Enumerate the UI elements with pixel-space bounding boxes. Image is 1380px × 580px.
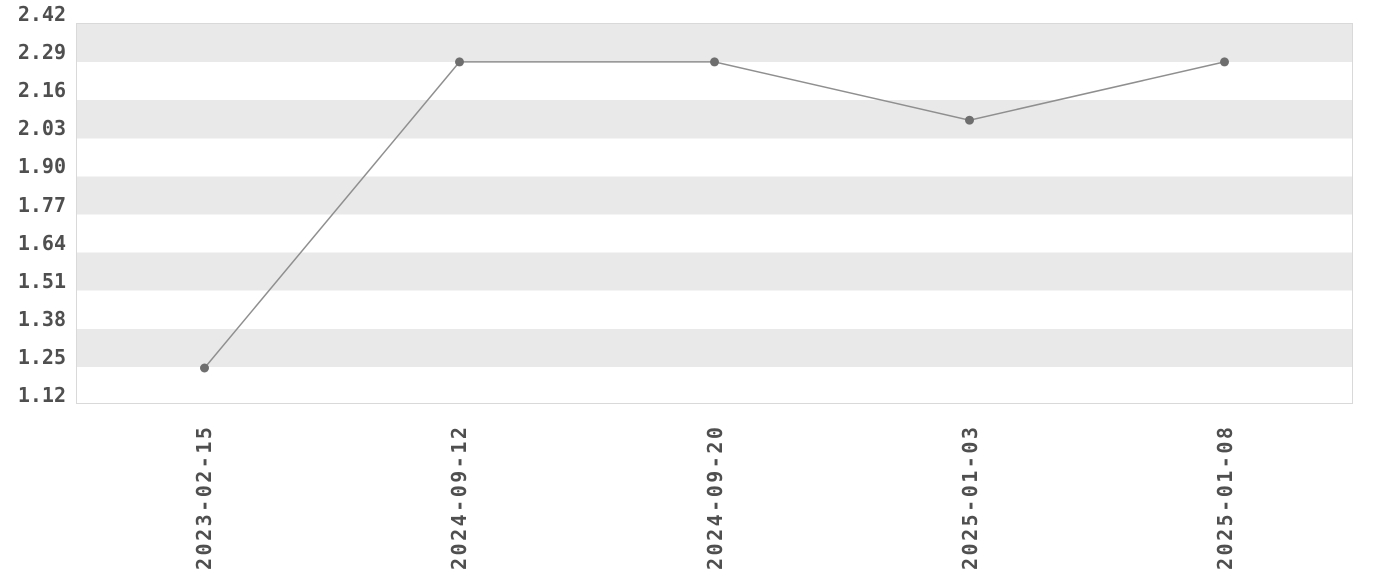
y-axis-tick-label: 1.64 (17, 230, 66, 255)
y-axis-tick-label: 1.90 (17, 154, 66, 179)
series-svg (200, 57, 1229, 373)
y-axis-tick-label: 2.16 (17, 78, 66, 103)
data-point-2025-01-08[interactable] (1220, 57, 1229, 67)
data-point-2025-01-03[interactable] (965, 115, 974, 125)
y-axis-tick-label: 1.12 (17, 383, 66, 407)
x-axis-tick-label: 2024-09-12 (447, 424, 472, 570)
plot-area (76, 23, 1353, 404)
y-axis-tick-label: 2.29 (17, 40, 66, 65)
x-axis-tick-label: 2025-01-03 (957, 424, 982, 570)
series-line (203, 61, 1225, 369)
data-point-2024-09-20[interactable] (710, 57, 719, 67)
x-axis-tick-label: 2025-01-08 (1213, 424, 1238, 570)
y-axis-tick-label: 1.51 (17, 268, 66, 293)
y-axis-tick-label: 1.38 (17, 306, 66, 331)
y-axis-tick-label: 1.77 (17, 192, 66, 217)
x-axis-tick-label: 2024-09-20 (702, 424, 727, 570)
data-point-2024-09-12[interactable] (455, 57, 464, 67)
y-axis-tick-label: 1.25 (17, 344, 66, 369)
y-axis-tick-label: 2.03 (17, 116, 66, 141)
x-axis-tick-label: 2023-02-15 (191, 424, 216, 570)
y-axis-tick-label: 2.42 (17, 2, 66, 26)
data-point-2023-02-15[interactable] (200, 363, 209, 373)
